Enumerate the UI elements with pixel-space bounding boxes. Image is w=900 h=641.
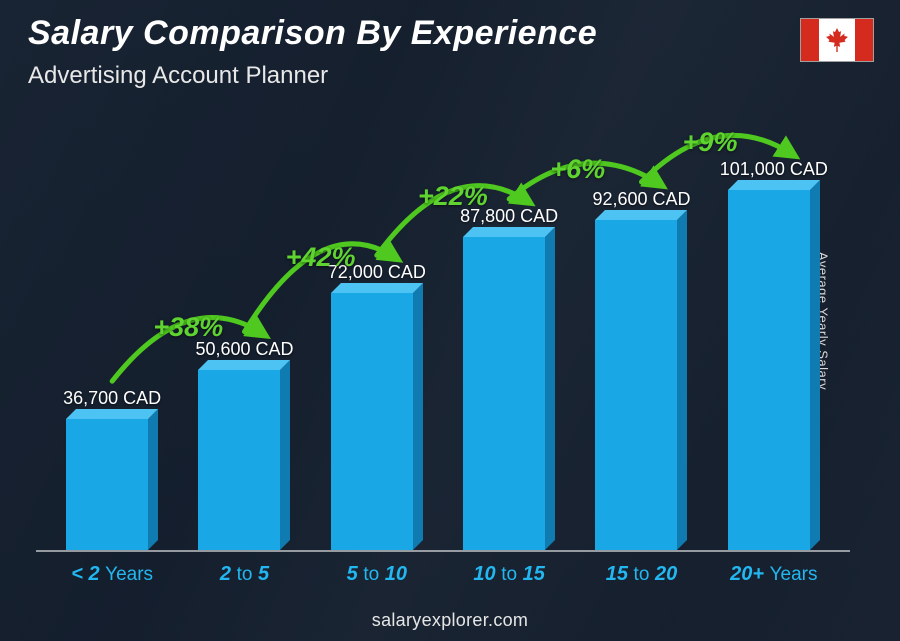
increment-percent: +22% bbox=[418, 181, 488, 212]
bar-column: 50,600 CAD bbox=[178, 339, 310, 550]
x-labels: < 2 Years2 to 55 to 1010 to 1515 to 2020… bbox=[36, 563, 850, 586]
bar-column: 92,600 CAD bbox=[575, 189, 707, 550]
bar-top bbox=[728, 180, 820, 190]
increment-percent: +6% bbox=[550, 154, 605, 185]
bar-front bbox=[728, 190, 810, 550]
bar-top bbox=[331, 283, 423, 293]
bar bbox=[198, 370, 290, 550]
canada-flag-icon bbox=[800, 18, 874, 62]
bar bbox=[331, 293, 423, 550]
bar-column: 101,000 CAD bbox=[708, 159, 840, 550]
bar bbox=[595, 220, 687, 550]
x-axis-label: 20+ Years bbox=[708, 563, 840, 586]
bar-column: 87,800 CAD bbox=[443, 206, 575, 550]
bar-column: 36,700 CAD bbox=[46, 388, 178, 550]
bar-value-label: 36,700 CAD bbox=[63, 388, 161, 409]
bar-front bbox=[66, 419, 148, 550]
bar-side bbox=[677, 210, 687, 550]
bar-front bbox=[198, 370, 280, 550]
source-footer: salaryexplorer.com bbox=[0, 610, 900, 631]
bar-top bbox=[595, 210, 687, 220]
bar bbox=[728, 190, 820, 550]
bar bbox=[463, 237, 555, 550]
bar-side bbox=[413, 283, 423, 550]
bar-front bbox=[595, 220, 677, 550]
infographic-stage: Salary Comparison By Experience Advertis… bbox=[0, 0, 900, 641]
page-title: Salary Comparison By Experience bbox=[28, 14, 597, 53]
bar-value-label: 101,000 CAD bbox=[720, 159, 828, 180]
flag-band-left bbox=[801, 19, 819, 61]
bar-chart: 36,700 CAD 50,600 CAD72,000 CAD87,800 CAD… bbox=[36, 110, 850, 586]
page-subtitle: Advertising Account Planner bbox=[28, 62, 328, 90]
bar-top bbox=[198, 360, 290, 370]
increment-percent: +38% bbox=[153, 312, 223, 343]
x-axis-label: 15 to 20 bbox=[575, 563, 707, 586]
x-axis-label: < 2 Years bbox=[46, 563, 178, 586]
flag-band-right bbox=[855, 19, 873, 61]
bar-top bbox=[463, 227, 555, 237]
bar-side bbox=[810, 180, 820, 550]
bar-column: 72,000 CAD bbox=[311, 262, 443, 550]
increment-percent: +42% bbox=[286, 242, 356, 273]
x-axis-label: 5 to 10 bbox=[311, 563, 443, 586]
increment-percent: +9% bbox=[683, 127, 738, 158]
bar-front bbox=[463, 237, 545, 550]
bar-side bbox=[280, 360, 290, 550]
bar-top bbox=[66, 409, 158, 419]
flag-band-center bbox=[819, 19, 855, 61]
chart-baseline bbox=[36, 550, 850, 552]
x-axis-label: 10 to 15 bbox=[443, 563, 575, 586]
maple-leaf-icon bbox=[826, 28, 848, 52]
bar-side bbox=[545, 227, 555, 550]
bar-side bbox=[148, 409, 158, 550]
x-axis-label: 2 to 5 bbox=[178, 563, 310, 586]
bar-front bbox=[331, 293, 413, 550]
bar-value-label: 92,600 CAD bbox=[592, 189, 690, 210]
bar bbox=[66, 419, 158, 550]
